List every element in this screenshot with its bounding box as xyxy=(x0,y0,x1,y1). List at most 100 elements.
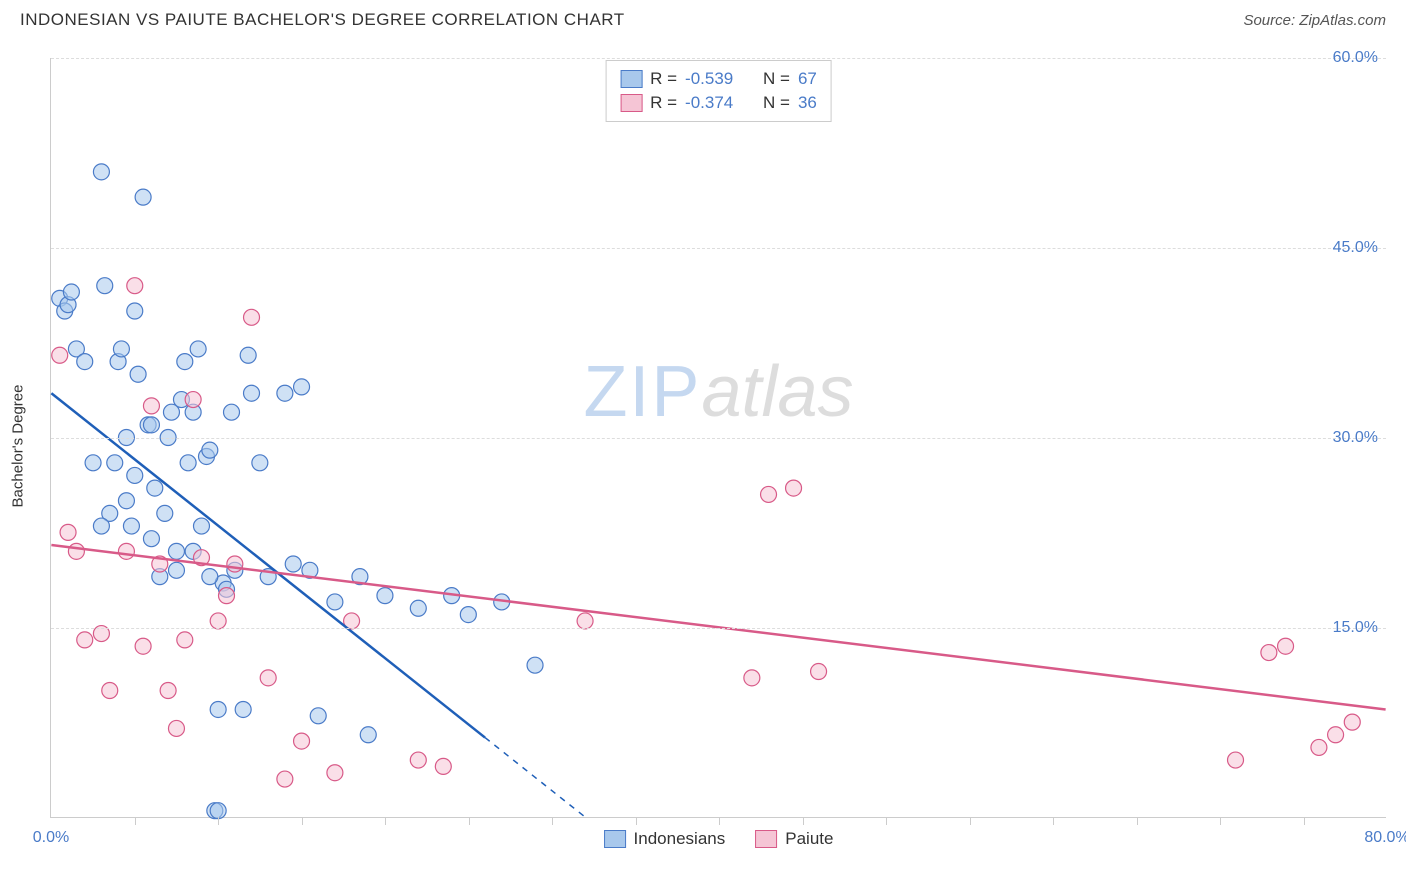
scatter-point xyxy=(294,733,310,749)
scatter-point xyxy=(327,765,343,781)
stat-n-label: N = xyxy=(763,69,790,89)
scatter-point xyxy=(327,594,343,610)
y-tick-label: 45.0% xyxy=(1333,239,1378,257)
scatter-point xyxy=(85,455,101,471)
scatter-point xyxy=(410,600,426,616)
legend-label-paiute: Paiute xyxy=(785,829,833,849)
scatter-point xyxy=(168,720,184,736)
scatter-point xyxy=(460,607,476,623)
scatter-point xyxy=(63,284,79,300)
x-minor-tick xyxy=(719,817,720,825)
scatter-point xyxy=(224,404,240,420)
scatter-point xyxy=(360,727,376,743)
scatter-point xyxy=(102,683,118,699)
y-axis-label: Bachelor's Degree xyxy=(10,385,27,508)
stat-r-label: R = xyxy=(650,93,677,113)
scatter-point xyxy=(811,664,827,680)
chart-plot-area: ZIPatlas R = -0.539 N = 67 R = -0.374 N … xyxy=(50,58,1386,818)
scatter-point xyxy=(1261,645,1277,661)
scatter-point xyxy=(113,341,129,357)
x-minor-tick xyxy=(970,817,971,825)
scatter-point xyxy=(1228,752,1244,768)
scatter-point xyxy=(202,442,218,458)
scatter-point xyxy=(1311,739,1327,755)
scatter-point xyxy=(277,771,293,787)
scatter-point xyxy=(786,480,802,496)
scatter-point xyxy=(123,518,139,534)
scatter-point xyxy=(135,638,151,654)
scatter-point xyxy=(744,670,760,686)
trend-line-dashed xyxy=(485,738,585,817)
correlation-stats-box: R = -0.539 N = 67 R = -0.374 N = 36 xyxy=(605,60,832,122)
x-minor-tick xyxy=(1304,817,1305,825)
scatter-point xyxy=(410,752,426,768)
scatter-point xyxy=(219,588,235,604)
scatter-point xyxy=(160,683,176,699)
scatter-point xyxy=(277,385,293,401)
scatter-point xyxy=(177,632,193,648)
x-tick-label: 80.0% xyxy=(1364,829,1406,847)
x-minor-tick xyxy=(469,817,470,825)
stat-r-label: R = xyxy=(650,69,677,89)
scatter-point xyxy=(294,379,310,395)
x-minor-tick xyxy=(218,817,219,825)
scatter-point xyxy=(244,309,260,325)
scatter-point xyxy=(210,613,226,629)
stat-n-value-indonesians: 67 xyxy=(798,69,817,89)
scatter-point xyxy=(168,543,184,559)
scatter-point xyxy=(240,347,256,363)
scatter-point xyxy=(252,455,268,471)
scatter-point xyxy=(107,455,123,471)
legend-swatch-indonesians xyxy=(604,830,626,848)
scatter-point xyxy=(118,543,134,559)
scatter-point xyxy=(93,164,109,180)
scatter-point xyxy=(285,556,301,572)
scatter-point xyxy=(244,385,260,401)
scatter-point xyxy=(577,613,593,629)
scatter-point xyxy=(68,543,84,559)
y-tick-label: 15.0% xyxy=(1333,619,1378,637)
scatter-point xyxy=(527,657,543,673)
x-minor-tick xyxy=(636,817,637,825)
scatter-point xyxy=(177,354,193,370)
scatter-point xyxy=(227,556,243,572)
x-minor-tick xyxy=(1137,817,1138,825)
scatter-point xyxy=(130,366,146,382)
scatter-point xyxy=(190,341,206,357)
legend-item-paiute: Paiute xyxy=(755,829,833,849)
scatter-point xyxy=(52,347,68,363)
grid-line-h xyxy=(51,438,1386,439)
x-minor-tick xyxy=(135,817,136,825)
grid-line-h xyxy=(51,628,1386,629)
x-minor-tick xyxy=(1053,817,1054,825)
scatter-point xyxy=(260,670,276,686)
scatter-point xyxy=(235,701,251,717)
scatter-point xyxy=(118,493,134,509)
scatter-point xyxy=(143,417,159,433)
scatter-point xyxy=(77,354,93,370)
scatter-point xyxy=(77,632,93,648)
scatter-point xyxy=(168,562,184,578)
chart-title: INDONESIAN VS PAIUTE BACHELOR'S DEGREE C… xyxy=(20,10,625,30)
scatter-point xyxy=(127,467,143,483)
legend-label-indonesians: Indonesians xyxy=(634,829,726,849)
scatter-point xyxy=(180,455,196,471)
stat-n-value-paiute: 36 xyxy=(798,93,817,113)
scatter-point xyxy=(1278,638,1294,654)
chart-source: Source: ZipAtlas.com xyxy=(1243,12,1386,29)
scatter-point xyxy=(127,303,143,319)
x-minor-tick xyxy=(886,817,887,825)
grid-line-h xyxy=(51,58,1386,59)
scatter-point xyxy=(60,524,76,540)
x-minor-tick xyxy=(302,817,303,825)
scatter-point xyxy=(761,486,777,502)
swatch-paiute xyxy=(620,94,642,112)
stats-row-paiute: R = -0.374 N = 36 xyxy=(620,91,817,115)
scatter-point xyxy=(147,480,163,496)
scatter-point xyxy=(185,392,201,408)
x-minor-tick xyxy=(552,817,553,825)
scatter-point xyxy=(143,531,159,547)
legend-item-indonesians: Indonesians xyxy=(604,829,726,849)
x-minor-tick xyxy=(385,817,386,825)
scatter-point xyxy=(377,588,393,604)
